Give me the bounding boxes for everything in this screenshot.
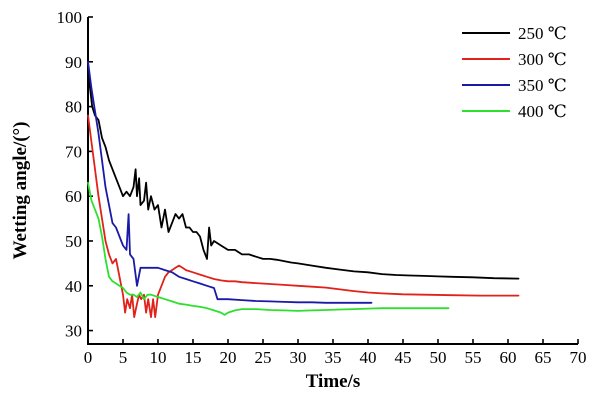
legend-label-2: 300 ℃ [518, 50, 567, 69]
x-tick-label: 65 [535, 348, 552, 367]
series-line-2 [87, 114, 520, 318]
y-tick-label: 90 [65, 53, 82, 72]
y-tick-label: 30 [65, 322, 82, 341]
x-tick-label: 20 [220, 348, 237, 367]
y-tick-label: 80 [65, 98, 82, 117]
y-tick-label: 40 [65, 277, 82, 296]
y-tick-label: 50 [65, 232, 82, 251]
series-line-1 [87, 69, 520, 280]
legend-label-3: 350 ℃ [518, 76, 567, 95]
x-tick-label: 60 [500, 348, 517, 367]
legend: 250 ℃ 300 ℃ 350 ℃ 400 ℃ [462, 24, 567, 121]
legend-label-4: 400 ℃ [518, 102, 567, 121]
x-tick-label: 70 [570, 348, 587, 367]
legend-label-1: 250 ℃ [518, 24, 567, 43]
x-tick-label: 50 [430, 348, 447, 367]
y-axis-title: Wetting angle/(°) [10, 122, 31, 260]
series-line-4 [87, 181, 450, 316]
y-tick-label: 60 [65, 187, 82, 206]
x-tick-label: 40 [360, 348, 377, 367]
y-axis-ticks: 30 40 50 60 70 80 90 100 [57, 8, 93, 341]
x-tick-label: 25 [255, 348, 272, 367]
series-layer [87, 60, 520, 318]
x-tick-label: 0 [84, 348, 93, 367]
x-axis-title: Time/s [306, 371, 361, 392]
x-tick-label: 15 [185, 348, 202, 367]
x-tick-label: 5 [119, 348, 128, 367]
x-tick-label: 10 [150, 348, 167, 367]
y-tick-label: 100 [57, 8, 83, 27]
x-tick-label: 55 [465, 348, 482, 367]
x-tick-label: 30 [290, 348, 307, 367]
x-tick-label: 45 [395, 348, 412, 367]
x-tick-label: 35 [325, 348, 342, 367]
y-tick-label: 70 [65, 142, 82, 161]
series-line-3 [87, 60, 373, 304]
x-axis-ticks: 0 5 10 15 20 25 30 35 40 45 50 55 60 65 70 [84, 339, 587, 367]
